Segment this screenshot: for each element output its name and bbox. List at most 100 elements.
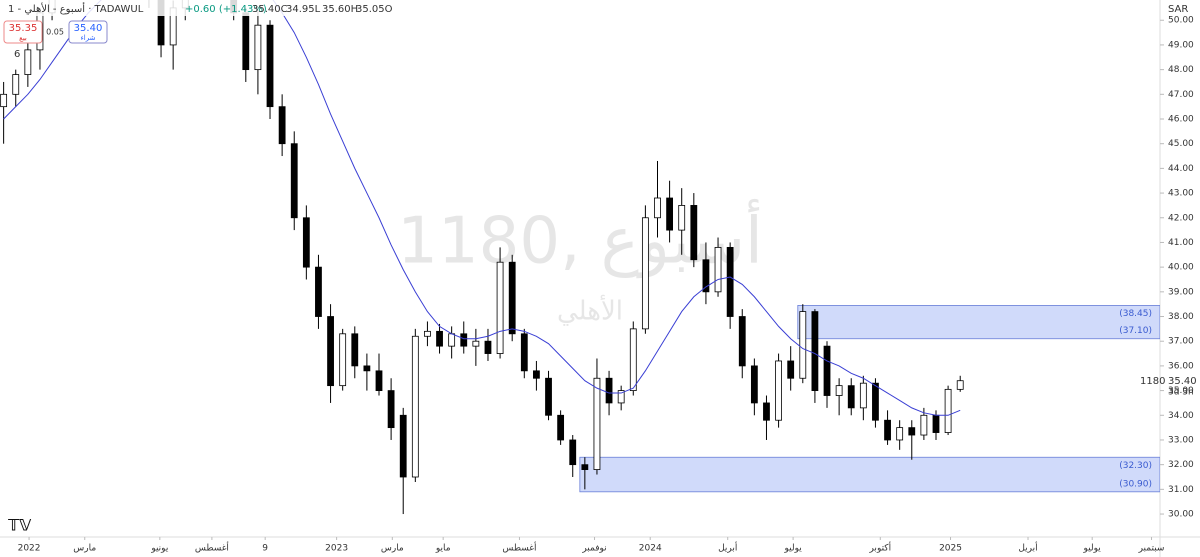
moving-average xyxy=(3,0,961,416)
candle-body xyxy=(775,360,782,421)
candle-body xyxy=(835,385,843,396)
watermark-sub: الأهلي xyxy=(557,294,623,327)
y-tick-label: 33.00 xyxy=(1168,435,1194,445)
candle-body xyxy=(533,370,540,379)
buy-price: 35.40 xyxy=(74,23,103,34)
candle-body xyxy=(763,402,770,421)
candle-body xyxy=(242,12,250,71)
low-label: 34.95L xyxy=(286,4,321,15)
x-tick-label: يوليو xyxy=(783,544,802,554)
countdown: 3d 3h xyxy=(1168,388,1194,398)
x-tick-label: سبتمبر xyxy=(1138,544,1165,554)
sell-button[interactable] xyxy=(3,20,43,44)
candle-body xyxy=(944,388,952,433)
x-tick-label: مايو xyxy=(435,544,451,554)
x-tick-label: أبريل xyxy=(718,542,737,554)
watermark: 1180, أسبوع xyxy=(397,199,763,279)
currency: SAR xyxy=(1168,4,1188,15)
candle-body xyxy=(375,370,383,391)
candle-body xyxy=(545,377,552,416)
candle-body xyxy=(629,328,637,391)
candle-body xyxy=(569,439,577,466)
x-tick-label: مارس xyxy=(381,544,404,554)
candle-body xyxy=(460,333,468,347)
candle-body xyxy=(750,365,758,404)
x-tick-label: أغسطس xyxy=(502,542,536,554)
candle-body xyxy=(932,414,940,433)
y-tick-label: 44.00 xyxy=(1168,164,1194,174)
buy-label: شراء xyxy=(81,34,96,42)
candle-body xyxy=(472,340,480,347)
change: +0.60 (+1.43%) xyxy=(185,4,267,15)
candle-body xyxy=(896,427,904,441)
candle-body xyxy=(266,24,274,108)
high-label: 35.60H xyxy=(322,4,358,15)
candle-body xyxy=(872,382,879,421)
candle-body xyxy=(666,197,674,231)
candle-body xyxy=(678,205,686,231)
x-tick-label: 2024 xyxy=(639,544,662,554)
zone-label: (38.45) xyxy=(1119,309,1152,319)
candle-body xyxy=(351,333,359,367)
y-tick-label: 30.00 xyxy=(1168,510,1194,520)
candle-body xyxy=(399,414,407,478)
sell-label: بيع xyxy=(19,34,27,42)
candle-body xyxy=(617,390,625,404)
symbol: 1 - أسبوع - الأهلي · TADAWUL xyxy=(8,2,144,15)
candle-body xyxy=(278,106,286,145)
candle-body xyxy=(508,261,516,335)
candle-body xyxy=(436,330,443,347)
candle-body xyxy=(908,427,916,436)
candle-body xyxy=(799,311,807,379)
candle-body xyxy=(339,333,347,387)
y-tick-label: 36.00 xyxy=(1168,361,1194,371)
candle-body xyxy=(787,360,795,379)
candle-body xyxy=(605,377,613,404)
zone-label: (37.10) xyxy=(1119,326,1152,336)
candle-body xyxy=(496,261,504,354)
candle-body xyxy=(157,0,165,46)
y-tick-label: 31.00 xyxy=(1168,485,1194,495)
candle-body xyxy=(0,93,8,108)
candle-body xyxy=(593,377,601,470)
y-tick-label: 41.00 xyxy=(1168,238,1194,248)
candle-body xyxy=(12,74,20,95)
candle-body xyxy=(290,143,298,219)
y-tick-label: 43.00 xyxy=(1168,189,1194,199)
candle-body xyxy=(315,266,322,317)
candle-body xyxy=(714,246,722,293)
candle-body xyxy=(484,340,492,354)
last-price: 35.40 xyxy=(1168,376,1197,387)
buy-button[interactable] xyxy=(68,20,108,44)
x-tick-label: 9 xyxy=(262,544,268,554)
candle-body xyxy=(387,390,395,429)
open-label: 35.05O xyxy=(356,4,393,15)
candle-body xyxy=(654,197,661,219)
candle-body xyxy=(884,419,891,441)
y-tick-label: 32.00 xyxy=(1168,460,1194,470)
zone xyxy=(579,456,1160,493)
sell-price: 35.35 xyxy=(9,23,38,34)
candle-body xyxy=(24,49,32,75)
x-tick-label: أغسطس xyxy=(195,542,229,554)
y-tick-label: 42.00 xyxy=(1168,213,1194,223)
y-tick-label: 40.00 xyxy=(1168,263,1194,273)
x-tick-label: مارس xyxy=(73,544,96,554)
plot xyxy=(0,0,1160,515)
candle-body xyxy=(823,345,831,396)
logo: 𝕋𝕍 xyxy=(8,516,32,535)
candle-body xyxy=(557,414,565,441)
x-tick-label: 2022 xyxy=(18,544,41,554)
indicator-count: 6 xyxy=(14,49,20,60)
candle-body xyxy=(811,311,819,391)
y-tick-label: 35.00 xyxy=(1168,386,1194,396)
y-tick-label: 46.00 xyxy=(1168,115,1194,125)
candle-body xyxy=(302,217,310,268)
y-tick-label: 34.00 xyxy=(1168,411,1194,421)
candle-body xyxy=(581,464,589,470)
header-bg xyxy=(0,0,400,16)
candle-body xyxy=(726,246,734,317)
candle-body xyxy=(411,335,419,478)
